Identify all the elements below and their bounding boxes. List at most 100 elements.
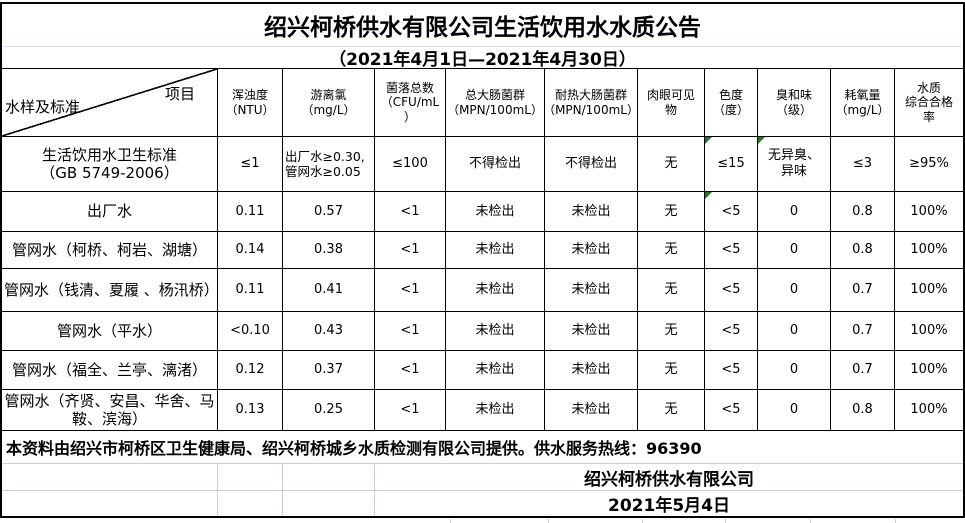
table-cell: 0.8 [831,192,895,232]
table-cell: <1 [375,351,446,390]
table-cell: 无 [638,351,705,390]
table-row: 管网水（福全、兰亭、漓渚） 0.12 0.37 <1 未检出 未检出无 <5 0 0.7 100% [2,351,963,390]
table-cell: 0.8 [831,232,895,269]
table-cell: 未检出 [446,269,545,312]
table-cell: 不得检出 [446,137,545,192]
table-cell: 100% [895,269,963,312]
table-cell: 100% [895,390,963,431]
table-cell: 未检出 [545,312,638,351]
footer-note: 本资料由绍兴市柯桥区卫生健康局、绍兴柯桥城乡水质检测有限公司提供。供水服务热线：… [2,431,963,464]
table-cell: 0.11 [218,269,283,312]
table-cell: 0.12 [218,351,283,390]
table-cell: 未检出 [446,192,545,232]
table-cell: 0.57 [283,192,375,232]
table-cell: ≤15 [705,137,758,192]
table-cell: ≥95% [895,137,963,192]
table-cell: 无 [638,192,705,232]
bottom-gridline-strip [0,519,965,523]
table-cell: <0.10 [218,312,283,351]
header-cell: 浑浊度 （NTU） [218,68,283,137]
table-cell: 0 [758,232,831,269]
table-cell: 0.25 [283,390,375,431]
faint-gridline [725,519,726,523]
table-cell: 100% [895,192,963,232]
empty-cell [2,491,218,516]
table-cell: 无 [638,269,705,312]
table-cell: 未检出 [446,232,545,269]
table-cell: 0.43 [283,312,375,351]
table-cell: 0.8 [831,390,895,431]
green-corner-marker-icon [705,192,712,199]
table-cell: 未检出 [545,192,638,232]
table-cell: <5 [705,390,758,431]
date-range-subtitle: （2021年4月1日—2021年4月30日） [329,50,636,70]
table-row: 管网水（平水） <0.10 0.43 <1 未检出 未检出无 <5 0 0.7 100% [2,312,963,351]
table-cell: 0.7 [831,351,895,390]
table-row: 管网水（柯桥、柯岩、湖塘） 0.14 0.38 <1 未检出 未检出无 <5 0 0.8 100% [2,232,963,269]
row-label: 生活饮用水卫生标准 （GB 5749-2006） [2,137,218,192]
table-cell: <5 [705,312,758,351]
table-row: 生活饮用水卫生标准 （GB 5749-2006） ≤1 出厂水≥0.30, 管网水≥… [2,137,963,192]
table-row: 管网水（钱清、夏履 、杨汛桥） 0.11 0.41 <1 未检出 未检出无 <5 0 0.7 10… [2,269,963,312]
faint-gridline [642,519,643,523]
table-cell: 无 [638,390,705,431]
announcement-date: 2021年5月4日 [608,496,730,516]
row-label: 管网水（齐贤、安昌、华舍、马鞍、滨海） [2,390,218,431]
table-cell: 未检出 [446,312,545,351]
header-cell: 菌落总数 （CFU/mL ） [375,68,446,137]
green-corner-marker-icon [705,137,712,144]
header-cell: 游离氯 （mg/L） [283,68,375,137]
table-cell: 出厂水≥0.30, 管网水≥0.05 [283,137,375,192]
table-cell: <5 [705,269,758,312]
table-cell: <1 [375,192,446,232]
table-cell: 0.14 [218,232,283,269]
table-cell: <1 [375,232,446,269]
company-name: 绍兴柯桥供水有限公司 [584,469,754,490]
table-cell: 0 [758,192,831,232]
empty-cell [283,491,375,516]
signature-company-row: 绍兴柯桥供水有限公司 [2,464,963,491]
faint-gridline [548,519,549,523]
table-cell: 0 [758,390,831,431]
table-cell: 100% [895,351,963,390]
corner-item-label: 项目 [164,85,195,103]
faint-gridline [895,519,896,523]
table-cell: 未检出 [545,232,638,269]
table-cell: 0.37 [283,351,375,390]
table-cell: 无 [638,137,705,192]
table-cell: <1 [375,390,446,431]
table-cell: 100% [895,312,963,351]
row-label: 管网水（平水） [2,312,218,351]
table-body: 生活饮用水卫生标准 （GB 5749-2006） ≤1 出厂水≥0.30, 管网水≥… [2,137,963,431]
table-cell: 0 [758,269,831,312]
table-cell: 无 [638,312,705,351]
table-row: 出厂水 0.11 0.57 <1 未检出 未检出无 <5 0 0.8 100% [2,192,963,232]
header-cell: 臭和味 （级） [758,68,831,137]
empty-cell [218,491,283,516]
table-cell: 0.13 [218,390,283,431]
table-cell: <5 [705,232,758,269]
table-cell: ≤100 [375,137,446,192]
row-label: 管网水（柯桥、柯岩、湖塘） [2,232,218,269]
table-cell: 无 [638,232,705,269]
header-cell: 肉眼可见 物 [638,68,705,137]
table-cell: 0 [758,312,831,351]
table-cell: <5 [705,351,758,390]
faint-gridline [810,519,811,523]
table-cell: 0.7 [831,312,895,351]
corner-sample-label: 水样及标准 [5,97,81,116]
table-cell: 未检出 [446,390,545,431]
header-cell: 总大肠菌群 （MPN/100mL） [446,68,545,137]
table-cell: 无异臭、 异味 [758,137,831,192]
table-cell: <1 [375,269,446,312]
faint-gridline [450,519,451,523]
table-row: 管网水（齐贤、安昌、华舍、马鞍、滨海） 0.13 0.25 <1 未检出 未检出无 <5 0 0… [2,390,963,431]
table-cell: <1 [375,312,446,351]
table-cell: 不得检出 [545,137,638,192]
table-cell: ≤3 [831,137,895,192]
signature-date-row: 2021年5月4日 [2,491,963,516]
empty-cell [218,464,283,490]
table-cell: ≤1 [218,137,283,192]
